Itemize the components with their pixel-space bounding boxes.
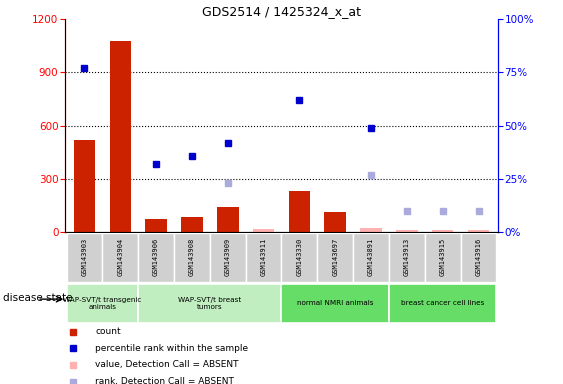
Text: value, Detection Call = ABSENT: value, Detection Call = ABSENT — [95, 361, 239, 369]
Text: disease state: disease state — [3, 293, 72, 303]
Bar — [432, 230, 453, 232]
Bar — [210, 233, 245, 282]
Text: breast cancer cell lines: breast cancer cell lines — [401, 300, 484, 306]
Bar — [360, 228, 382, 232]
Text: normal NMRI animals: normal NMRI animals — [297, 300, 373, 306]
Text: rank, Detection Call = ABSENT: rank, Detection Call = ABSENT — [95, 377, 234, 384]
Text: WAP-SVT/t transgenic
animals: WAP-SVT/t transgenic animals — [63, 297, 141, 310]
Bar — [282, 283, 389, 323]
Bar — [318, 233, 353, 282]
Bar — [289, 192, 310, 232]
Bar — [217, 207, 239, 232]
Text: GSM143891: GSM143891 — [368, 238, 374, 276]
Text: GSM143908: GSM143908 — [189, 238, 195, 276]
Bar — [468, 230, 489, 232]
Bar — [389, 283, 497, 323]
Bar — [324, 212, 346, 232]
Bar — [145, 219, 167, 232]
Text: GSM143330: GSM143330 — [296, 238, 302, 276]
Bar — [353, 233, 389, 282]
Bar — [102, 233, 138, 282]
Bar — [66, 283, 138, 323]
Text: GSM143903: GSM143903 — [82, 238, 87, 276]
Bar — [245, 233, 282, 282]
Bar — [174, 233, 210, 282]
Text: percentile rank within the sample: percentile rank within the sample — [95, 344, 248, 353]
Bar — [138, 283, 282, 323]
Text: WAP-SVT/t breast
tumors: WAP-SVT/t breast tumors — [178, 297, 242, 310]
Bar — [181, 217, 203, 232]
Text: GSM143906: GSM143906 — [153, 238, 159, 276]
Text: GSM143909: GSM143909 — [225, 238, 231, 276]
Bar — [138, 233, 174, 282]
Text: count: count — [95, 327, 120, 336]
Bar — [461, 233, 497, 282]
Title: GDS2514 / 1425324_x_at: GDS2514 / 1425324_x_at — [202, 5, 361, 18]
Bar — [74, 140, 95, 232]
Bar — [282, 233, 318, 282]
Text: GSM143915: GSM143915 — [440, 238, 446, 276]
Bar — [425, 233, 461, 282]
Text: GSM143697: GSM143697 — [332, 238, 338, 276]
Bar — [389, 233, 425, 282]
Text: GSM143911: GSM143911 — [261, 238, 267, 276]
Bar — [66, 233, 102, 282]
Bar — [253, 229, 274, 232]
Bar — [110, 41, 131, 232]
Text: GSM143904: GSM143904 — [117, 238, 123, 276]
Bar — [396, 230, 418, 232]
Text: GSM143913: GSM143913 — [404, 238, 410, 276]
Text: GSM143916: GSM143916 — [476, 238, 481, 276]
